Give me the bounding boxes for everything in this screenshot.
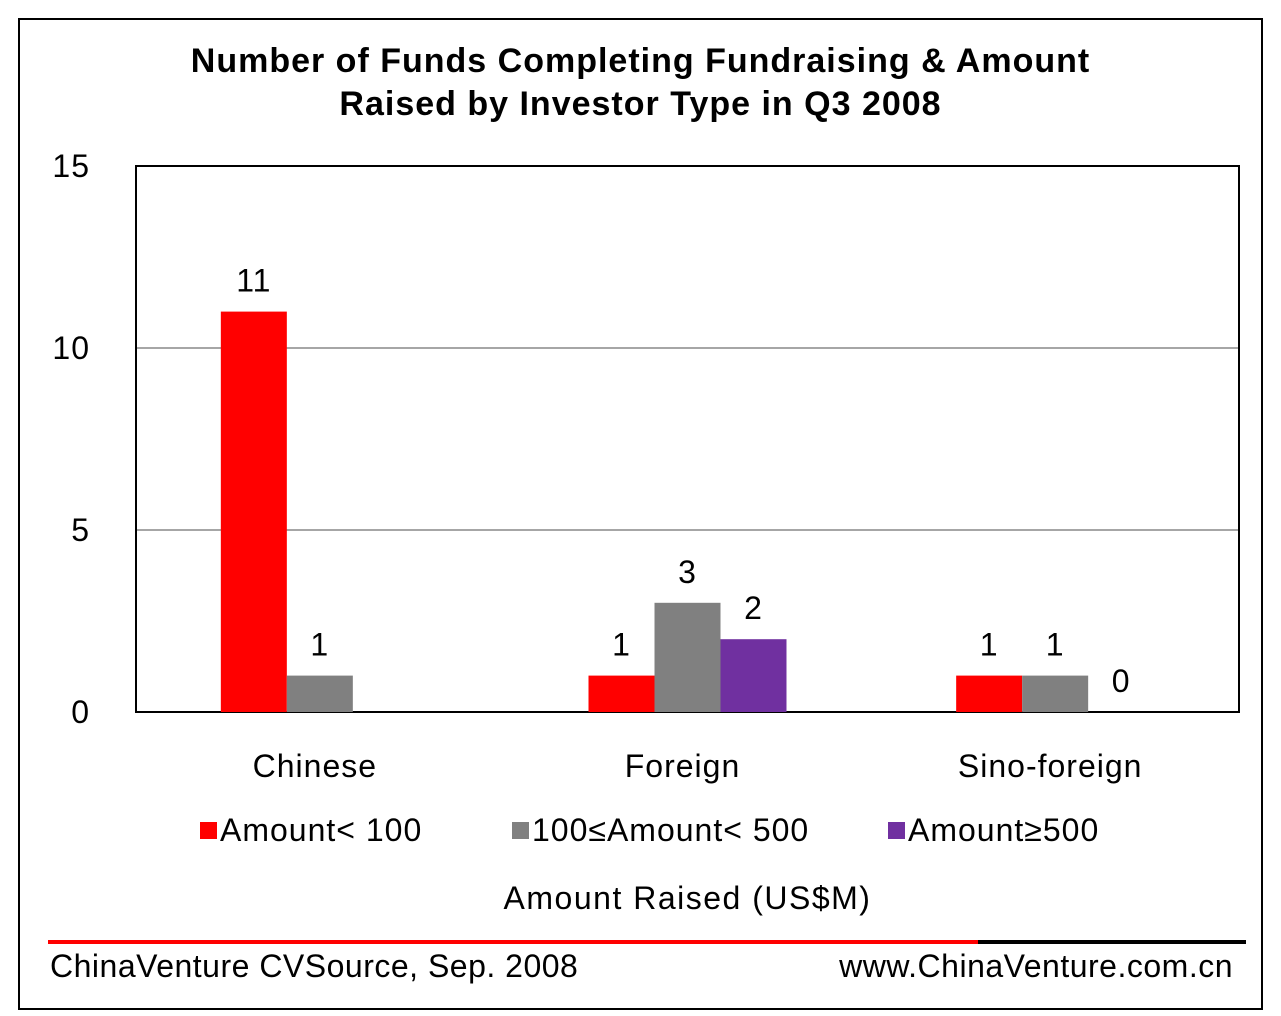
y-tick-label-10: 10 [52,330,90,366]
legend-item-lt100: Amount< 100 [200,810,422,850]
bar-3-1 [956,675,1023,712]
chart-title-line-2: Raised by Investor Type in Q3 2008 [339,85,942,123]
legend-label-lt100: Amount< 100 [220,811,423,848]
legend-swatch-gte500 [888,821,905,839]
y-tick-label-0: 0 [71,694,90,730]
data-label-3-1: 1 [980,627,999,663]
bar-2-2 [654,602,721,712]
bar-1-2 [286,675,353,712]
legend-item-gte500: Amount≥500 [888,810,1099,850]
bar-1-1 [220,311,287,712]
x-tick-label-3: Sino-foreign [958,748,1143,784]
y-tick-label-5: 5 [71,512,90,548]
footer-rule-red [48,940,978,944]
data-label-2-3: 2 [744,590,763,626]
data-label-2-2: 3 [678,554,697,590]
bar-2-1 [588,675,655,712]
chart-frame [18,18,1263,1010]
legend-swatch-100-500 [512,821,529,839]
bar-3-2 [1022,675,1089,712]
legend-item-100-500: 100≤Amount< 500 [512,810,809,850]
y-tick-label-15: 15 [52,148,90,184]
bar-2-3 [720,639,787,712]
x-tick-label-1: Chinese [253,748,377,784]
legend-label-gte500: Amount≥500 [908,811,1100,848]
data-label-1-1: 11 [236,263,271,299]
x-tick-label-2: Foreign [625,748,741,784]
legend-label-100-500: 100≤Amount< 500 [532,811,810,848]
data-label-3-3: 0 [1112,663,1131,699]
legend-swatch-lt100 [200,821,217,839]
website-note: www.ChinaVenture.com.cn [839,948,1233,984]
data-label-3-2: 1 [1046,627,1065,663]
source-note: ChinaVenture CVSource, Sep. 2008 [50,948,579,984]
data-label-1-2: 1 [310,627,329,663]
data-label-2-1: 1 [612,627,631,663]
chart-title-line-1: Number of Funds Completing Fundraising &… [190,42,1091,80]
footer-rule-black [978,940,1246,944]
x-axis-title: Amount Raised (US$M) [503,880,872,916]
